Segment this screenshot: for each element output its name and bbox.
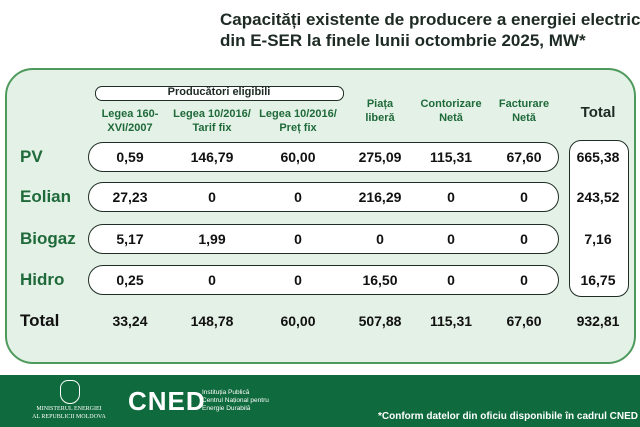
cell-value: 216,29 (358, 189, 402, 205)
cell-value: 0 (208, 272, 216, 288)
cell-value: 27,23 (112, 189, 148, 205)
column-header: Tarif fix (192, 122, 232, 134)
total-label: Total (20, 311, 60, 330)
cell-value: 0 (376, 231, 384, 247)
cell-value: 60,00 (280, 149, 316, 165)
cell-value: 665,38 (576, 149, 620, 165)
column-header: Legea 10/2016/ (173, 108, 251, 120)
row-pill (88, 182, 559, 212)
footer-band (0, 375, 640, 427)
total-value: 932,81 (576, 313, 620, 329)
ministry-name: AL REPUBLICII MOLDOVA (32, 414, 106, 420)
column-header: Netă (512, 112, 536, 124)
total-value: 67,60 (506, 313, 542, 329)
cell-value: 0 (208, 189, 216, 205)
cell-value: 5,17 (116, 231, 144, 247)
cell-value: 0 (520, 272, 528, 288)
column-header: liberă (365, 112, 395, 124)
cell-value: 0,59 (116, 149, 144, 165)
cell-value: 7,16 (584, 231, 612, 247)
total-value: 33,24 (112, 313, 148, 329)
total-value: 507,88 (358, 313, 402, 329)
cell-value: 0 (447, 272, 455, 288)
cell-value: 0 (294, 272, 302, 288)
row-label: Hidro (20, 270, 65, 289)
cell-value: 0 (294, 189, 302, 205)
column-header: Contorizare (420, 98, 482, 110)
column-header: Netă (439, 112, 463, 124)
institution: Energie Durabilă (202, 405, 251, 412)
row-label: Biogaz (20, 229, 76, 248)
cell-value: 0 (294, 231, 302, 247)
column-header: Piața (366, 98, 394, 110)
title-line: din E-SER la finele lunii octombrie 2025… (220, 31, 586, 50)
institution: Instituția Publică (202, 389, 250, 396)
cell-value: 0 (447, 231, 455, 247)
total-box (569, 140, 629, 297)
group-header: Producători eligibili (167, 86, 271, 98)
cell-value: 0,25 (116, 272, 144, 288)
row-label: PV (20, 147, 43, 166)
cell-value: 16,50 (362, 272, 398, 288)
cell-value: 1,99 (198, 231, 226, 247)
logo: CNED (128, 386, 206, 416)
ministry-name: MINISTERUL ENERGIEI (36, 406, 102, 412)
cell-value: 0 (520, 189, 528, 205)
ministry-emblem (60, 380, 80, 404)
total-value: 148,78 (190, 313, 234, 329)
title-line: Capacități existente de producere a ener… (220, 10, 640, 29)
cell-value: 275,09 (358, 149, 402, 165)
row-pill (88, 224, 559, 254)
row-pill (88, 265, 559, 295)
total-value: 115,31 (429, 313, 473, 329)
cell-value: 146,79 (190, 149, 234, 165)
column-header: Legea 160- (101, 108, 159, 120)
cell-value: 115,31 (429, 149, 473, 165)
row-pill (88, 142, 559, 172)
cell-value: 16,75 (580, 272, 616, 288)
column-header: Preț fix (279, 122, 317, 134)
total-value: 60,00 (280, 313, 316, 329)
cell-value: 243,52 (576, 189, 620, 205)
column-header: XVI/2007 (107, 122, 153, 134)
column-header: Total (580, 104, 616, 121)
row-label: Eolian (20, 187, 72, 206)
column-header: Legea 10/2016/ (259, 108, 337, 120)
cell-value: 67,60 (506, 149, 542, 165)
cell-value: 0 (520, 231, 528, 247)
institution: Centrul Național pentru (202, 397, 269, 404)
column-header: Facturare (498, 98, 550, 110)
footnote: *Conform datelor din oficiu disponibile … (378, 411, 639, 422)
cell-value: 0 (447, 189, 455, 205)
group-pill (95, 86, 344, 101)
panel (5, 68, 636, 364)
